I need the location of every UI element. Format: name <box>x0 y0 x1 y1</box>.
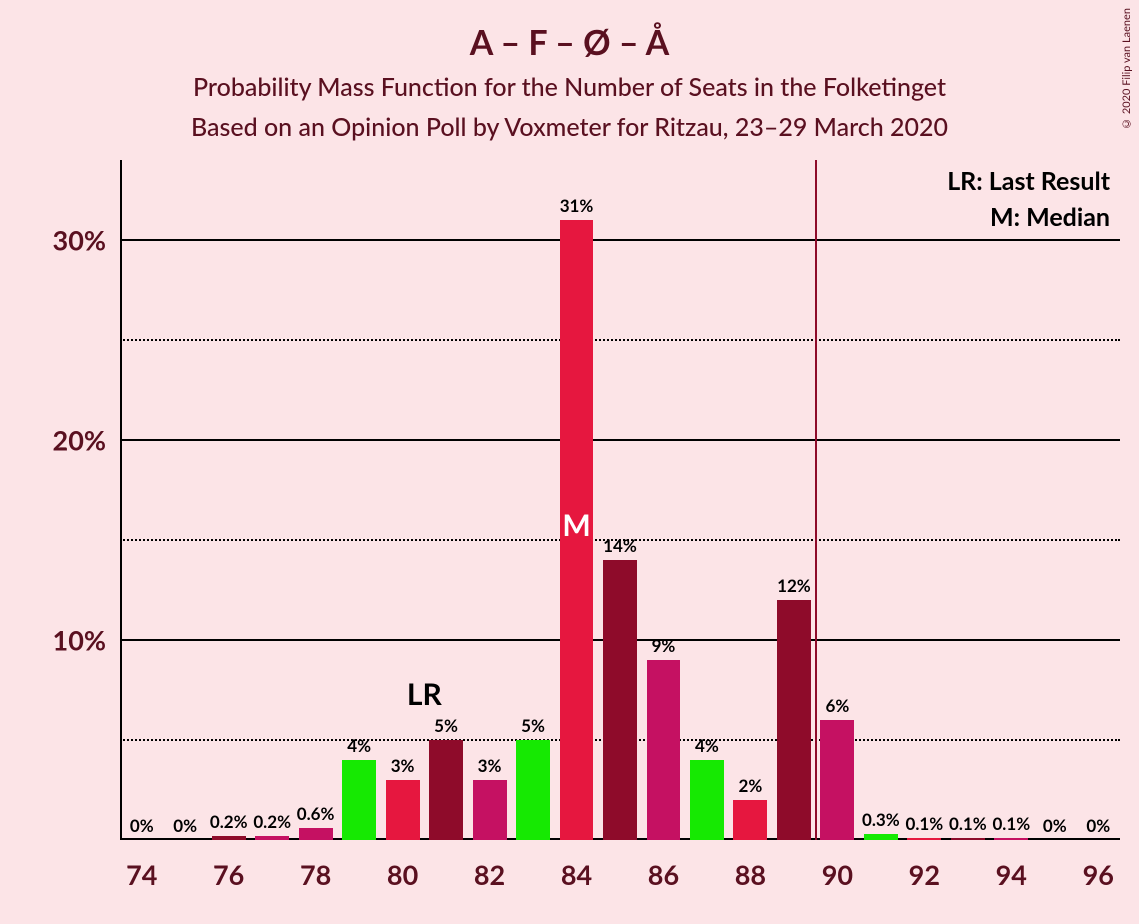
bar-value-label: 2% <box>739 775 763 796</box>
x-tick-label: 90 <box>822 858 853 891</box>
gridline-major <box>120 239 1120 241</box>
bar <box>777 600 811 840</box>
y-tick-label: 10% <box>53 624 106 657</box>
bar <box>255 836 289 840</box>
bar <box>820 720 854 840</box>
legend-median: M: Median <box>990 202 1110 232</box>
x-tick-label: 80 <box>387 858 418 891</box>
bar <box>907 838 941 840</box>
x-tick-label: 94 <box>996 858 1027 891</box>
x-tick-label: 86 <box>648 858 679 891</box>
bar <box>516 740 550 840</box>
bar <box>994 838 1028 840</box>
bar-value-label: 3% <box>391 755 415 776</box>
y-tick-label: 30% <box>53 224 106 257</box>
x-tick-label: 74 <box>126 858 157 891</box>
y-tick-label: 20% <box>53 424 106 457</box>
chart-subtitle-2: Based on an Opinion Poll by Voxmeter for… <box>0 112 1139 142</box>
bar <box>647 660 681 840</box>
bar-value-label: 0.1% <box>905 813 943 834</box>
x-tick-label: 78 <box>300 858 331 891</box>
last-result-label: LR <box>407 676 442 712</box>
chart-subtitle-1: Probability Mass Function for the Number… <box>0 72 1139 102</box>
last-result-line <box>815 160 817 840</box>
x-tick-label: 92 <box>909 858 940 891</box>
bar <box>429 740 463 840</box>
bar <box>342 760 376 840</box>
bar-value-label: 0.6% <box>297 803 335 824</box>
legend-last-result: LR: Last Result <box>947 166 1110 196</box>
bar-value-label: 5% <box>434 715 458 736</box>
bar-value-label: 0% <box>1043 815 1067 836</box>
bar <box>386 780 420 840</box>
x-tick-label: 84 <box>561 858 592 891</box>
bar-value-label: 31% <box>560 195 594 216</box>
bar-value-label: 0.2% <box>210 811 248 832</box>
bar <box>473 780 507 840</box>
x-tick-label: 96 <box>1083 858 1114 891</box>
bar <box>951 838 985 840</box>
bar <box>864 834 898 840</box>
y-axis <box>120 160 122 840</box>
chart-title: A – F – Ø – Å <box>0 22 1139 63</box>
bar-value-label: 0% <box>1086 815 1110 836</box>
bar <box>603 560 637 840</box>
median-marker: M <box>562 507 590 543</box>
chart-plot-area: 10%20%30%0%0%0.2%0.2%0.6%4%3%5%3%5%31%14… <box>120 160 1120 840</box>
bar <box>733 800 767 840</box>
bar-value-label: 0.2% <box>253 811 291 832</box>
x-tick-label: 88 <box>735 858 766 891</box>
bar-value-label: 0% <box>173 815 197 836</box>
bar-value-label: 12% <box>777 575 811 596</box>
bar-value-label: 3% <box>478 755 502 776</box>
bar-value-label: 0.1% <box>992 813 1030 834</box>
bar-value-label: 4% <box>347 735 371 756</box>
gridline-minor <box>120 339 1120 341</box>
bar-value-label: 4% <box>695 735 719 756</box>
x-tick-label: 82 <box>474 858 505 891</box>
gridline-major <box>120 439 1120 441</box>
x-tick-label: 76 <box>213 858 244 891</box>
bar-value-label: 0% <box>130 815 154 836</box>
bar-value-label: 0.1% <box>949 813 987 834</box>
bar <box>212 836 246 840</box>
bar-value-label: 9% <box>652 635 676 656</box>
bar <box>299 828 333 840</box>
bar-value-label: 6% <box>825 695 849 716</box>
bar-value-label: 5% <box>521 715 545 736</box>
bar-value-label: 14% <box>603 535 637 556</box>
bar <box>690 760 724 840</box>
bar-value-label: 0.3% <box>862 809 900 830</box>
